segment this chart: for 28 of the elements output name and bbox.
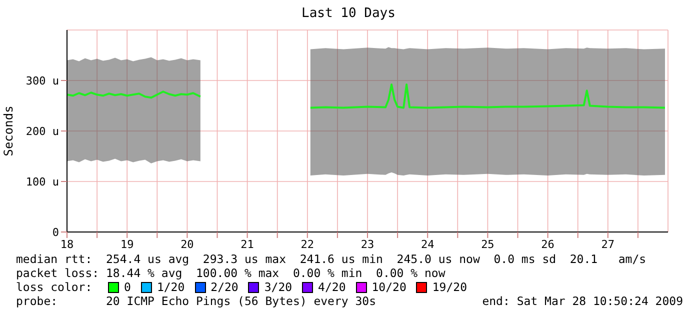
x-tick-label: 21 [240,238,254,251]
x-tick-label: 20 [180,238,194,251]
x-tick-label: 27 [601,238,615,251]
chart-title: Last 10 Days [300,6,396,21]
y-tick-label: 300 u [26,74,59,88]
y-axis-title: Seconds [1,106,16,156]
y-tick-label: 100 u [26,175,59,188]
text: 0 [123,280,131,294]
x-tick-label: 22 [300,238,314,251]
text: 10/20 [370,280,406,294]
x-tick-label: 18 [60,238,74,251]
x-tick-label: 26 [541,238,554,251]
text: 19/20 [431,280,467,294]
x-tick-label: 19 [120,238,134,251]
x-tick-label: 23 [360,238,374,251]
text: 2/20 [210,280,238,294]
text: loss color: [16,280,94,294]
text: probe: 20 ICMP Echo Pings (56 Bytes) every 30s [16,294,376,308]
text: packet loss: 18.44 % avg 100.00 % max 0.00 % min 0.00 % now [16,266,446,280]
x-tick-label: 24 [420,238,435,251]
text: 4/20 [317,280,346,294]
text: end: Sat Mar 28 10:50:24 2009 [482,294,683,308]
text: 1/20 [156,280,185,294]
text: median rtt: 254.4 us avg 293.3 us max 241.6 us min 245.0 us now 0.0 ms sd 20.1 am/s [16,252,646,266]
text: 3/20 [263,280,292,294]
x-tick-label: 25 [481,238,494,251]
y-tick-label: 200 u [26,124,59,138]
y-tick-label: 0 [52,226,59,239]
